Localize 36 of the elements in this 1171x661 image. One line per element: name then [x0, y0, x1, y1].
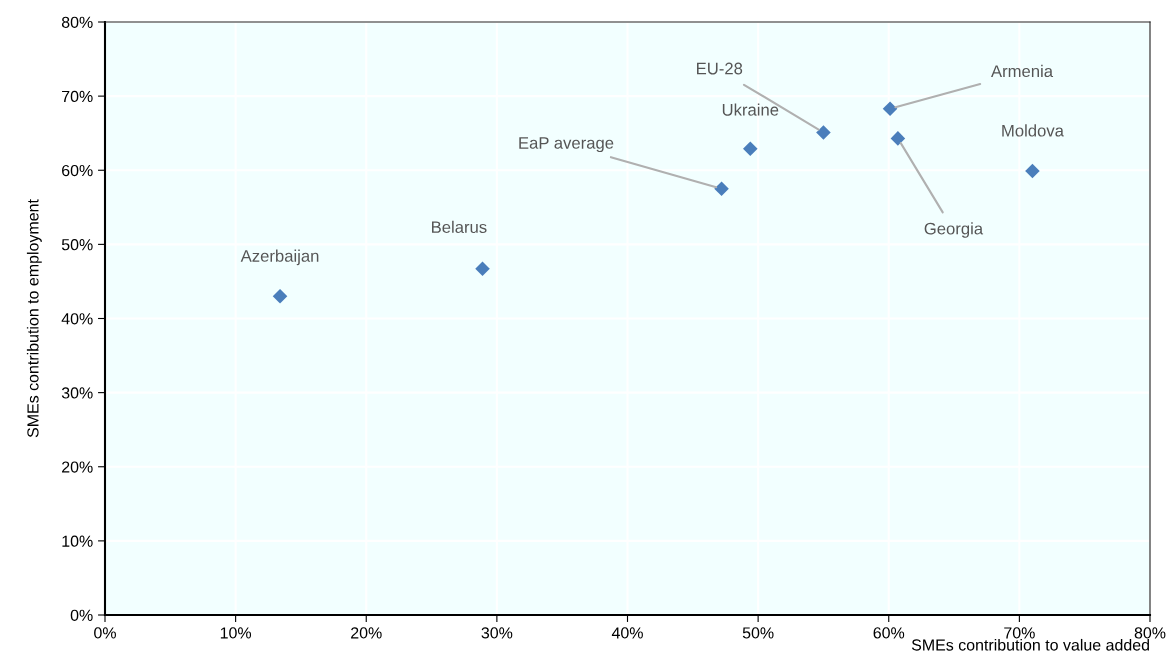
annotation: Georgia — [924, 222, 984, 238]
y-tick-label: 80% — [61, 16, 93, 28]
point — [272, 288, 288, 304]
annotation: Azerbaijan — [240, 249, 319, 266]
x-tick-label: 50% — [742, 627, 774, 639]
point — [1025, 163, 1040, 179]
x-tick-label: 20% — [351, 627, 382, 639]
x-tick-label: 30% — [481, 627, 513, 639]
y-tick-label: 50% — [61, 239, 93, 251]
y-tick-label: 0% — [70, 609, 93, 621]
point — [714, 181, 729, 197]
annotation: EaP average — [519, 137, 614, 153]
annotation: Ukraine — [722, 103, 779, 116]
x-tick-label: 80% — [1134, 627, 1166, 639]
y-tick-label: 30% — [61, 387, 93, 399]
x-tick-label: 40% — [611, 627, 643, 639]
point — [882, 101, 898, 117]
point — [475, 261, 490, 277]
y-tick-label: 60% — [62, 164, 93, 177]
y-axis-title: SMEs contribution to employment — [26, 199, 42, 438]
y-tick-label: 20% — [62, 461, 93, 473]
annotation: Belarus — [432, 220, 487, 234]
point — [743, 141, 758, 157]
y-tick-label: 40% — [61, 313, 93, 325]
point — [816, 125, 831, 140]
y-tick-label: 10% — [62, 535, 93, 547]
x-tick-label: 10% — [220, 627, 252, 639]
point — [890, 131, 906, 146]
x-tick-label: 70% — [1004, 627, 1035, 639]
annotation: Armenia — [991, 64, 1054, 78]
y-tick-label: 70% — [62, 90, 93, 103]
annotation: EU-28 — [697, 62, 743, 75]
x-tick-label: 60% — [873, 627, 905, 639]
annotation: Moldova — [1002, 124, 1064, 137]
x-axis-title: SMEs contribution to value added — [911, 638, 1149, 651]
x-tick-label: 0% — [94, 627, 116, 639]
